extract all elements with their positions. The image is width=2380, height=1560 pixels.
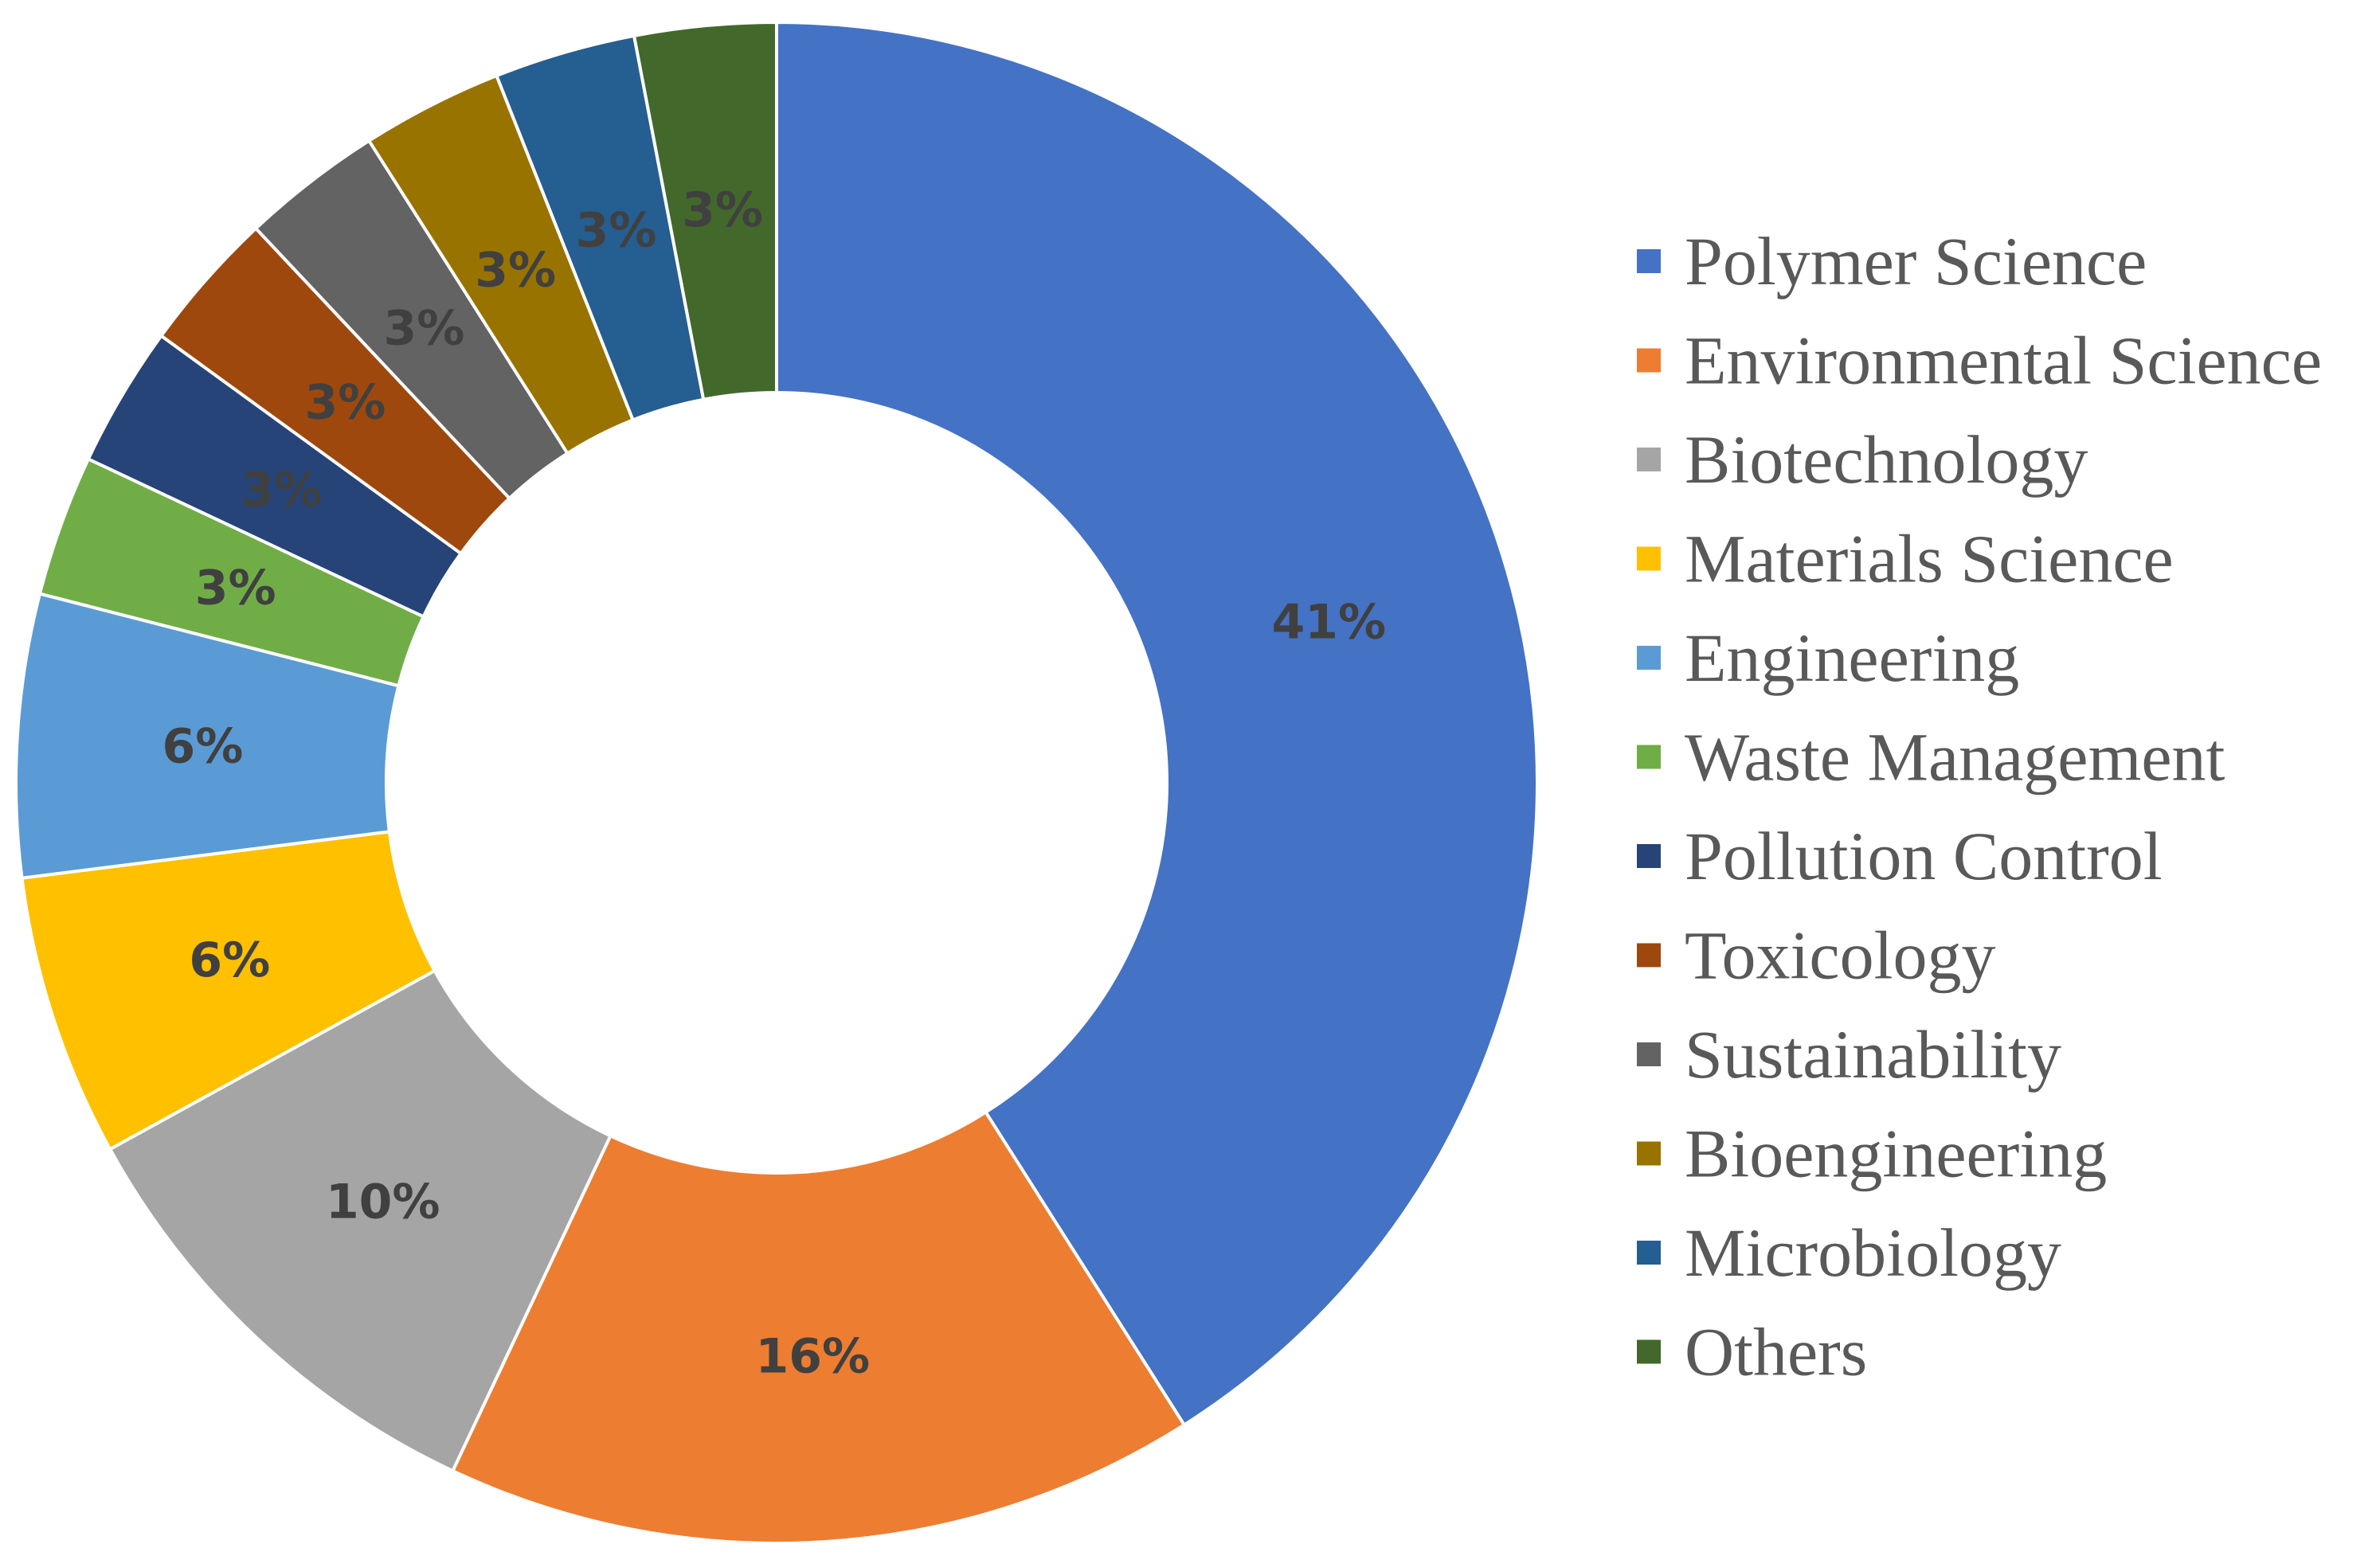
- legend-swatch-biotechnology: [1637, 448, 1661, 471]
- legend-item-sustainability: Sustainability: [1637, 1016, 2061, 1093]
- legend-label-sustainability: Sustainability: [1685, 1016, 2061, 1093]
- legend-label-bioengineering: Bioengineering: [1685, 1116, 2107, 1192]
- data-label-microbiology: 3%: [576, 203, 657, 259]
- legend-label-environmental-science: Environmental Science: [1685, 323, 2322, 399]
- legend-label-waste-management: Waste Management: [1685, 719, 2225, 796]
- data-label-others: 3%: [682, 182, 763, 238]
- legend-swatch-others: [1637, 1339, 1661, 1364]
- data-label-polymer-science: 41%: [1272, 595, 1387, 651]
- legend-label-materials-science: Materials Science: [1685, 521, 2174, 597]
- legend-label-microbiology: Microbiology: [1685, 1214, 2061, 1291]
- legend-label-pollution-control: Pollution Control: [1685, 818, 2163, 894]
- data-label-toxicology: 3%: [304, 375, 386, 431]
- legend-label-biotechnology: Biotechnology: [1685, 421, 2088, 498]
- legend-swatch-waste-management: [1637, 745, 1661, 769]
- data-label-engineering: 6%: [162, 719, 243, 775]
- data-label-bioengineering: 3%: [475, 243, 556, 299]
- data-label-sustainability: 3%: [384, 301, 465, 357]
- legend-swatch-bioengineering: [1637, 1141, 1661, 1166]
- data-label-materials-science: 6%: [189, 932, 270, 988]
- legend-swatch-polymer-science: [1637, 249, 1661, 273]
- legend-item-environmental-science: Environmental Science: [1637, 323, 2322, 399]
- legend-swatch-toxicology: [1637, 943, 1661, 968]
- legend-item-pollution-control: Pollution Control: [1637, 818, 2163, 894]
- legend-label-others: Others: [1685, 1314, 1867, 1390]
- legend-item-engineering: Engineering: [1637, 620, 2019, 696]
- legend: Polymer Science Environmental Science Biot…: [1637, 223, 2322, 1390]
- legend-item-microbiology: Microbiology: [1637, 1214, 2061, 1291]
- legend-label-toxicology: Toxicology: [1685, 917, 1996, 994]
- legend-item-toxicology: Toxicology: [1637, 917, 1996, 994]
- legend-item-bioengineering: Bioengineering: [1637, 1116, 2107, 1192]
- slice-others: [632, 20, 778, 402]
- legend-item-biotechnology: Biotechnology: [1637, 421, 2088, 498]
- legend-label-engineering: Engineering: [1685, 620, 2019, 696]
- slice-biotechnology: [108, 968, 613, 1473]
- legend-swatch-sustainability: [1637, 1042, 1661, 1066]
- legend-item-materials-science: Materials Science: [1637, 521, 2174, 597]
- slice-polymer-science: [775, 20, 1539, 1428]
- data-labels-group: 41%16%10%6%6%3%3%3%3%3%3% 3%: [162, 182, 1386, 1384]
- legend-swatch-engineering: [1637, 646, 1661, 670]
- legend-item-waste-management: Waste Management: [1637, 719, 2225, 796]
- legend-swatch-materials-science: [1637, 546, 1661, 571]
- data-label-pollution-control: 3%: [241, 462, 323, 518]
- legend-item-others: Others: [1637, 1314, 1867, 1390]
- legend-swatch-pollution-control: [1637, 844, 1661, 868]
- slices-group: [14, 20, 1539, 1545]
- legend-label-polymer-science: Polymer Science: [1685, 223, 2147, 299]
- slice-environmental-science: [450, 1109, 1187, 1545]
- legend-item-polymer-science: Polymer Science: [1637, 223, 2147, 299]
- legend-swatch-microbiology: [1637, 1241, 1661, 1265]
- data-label-waste-management: 3%: [195, 560, 276, 616]
- legend-swatch-environmental-science: [1637, 348, 1661, 373]
- data-label-environmental-science: 16%: [756, 1329, 871, 1385]
- data-label-biotechnology: 10%: [326, 1174, 440, 1230]
